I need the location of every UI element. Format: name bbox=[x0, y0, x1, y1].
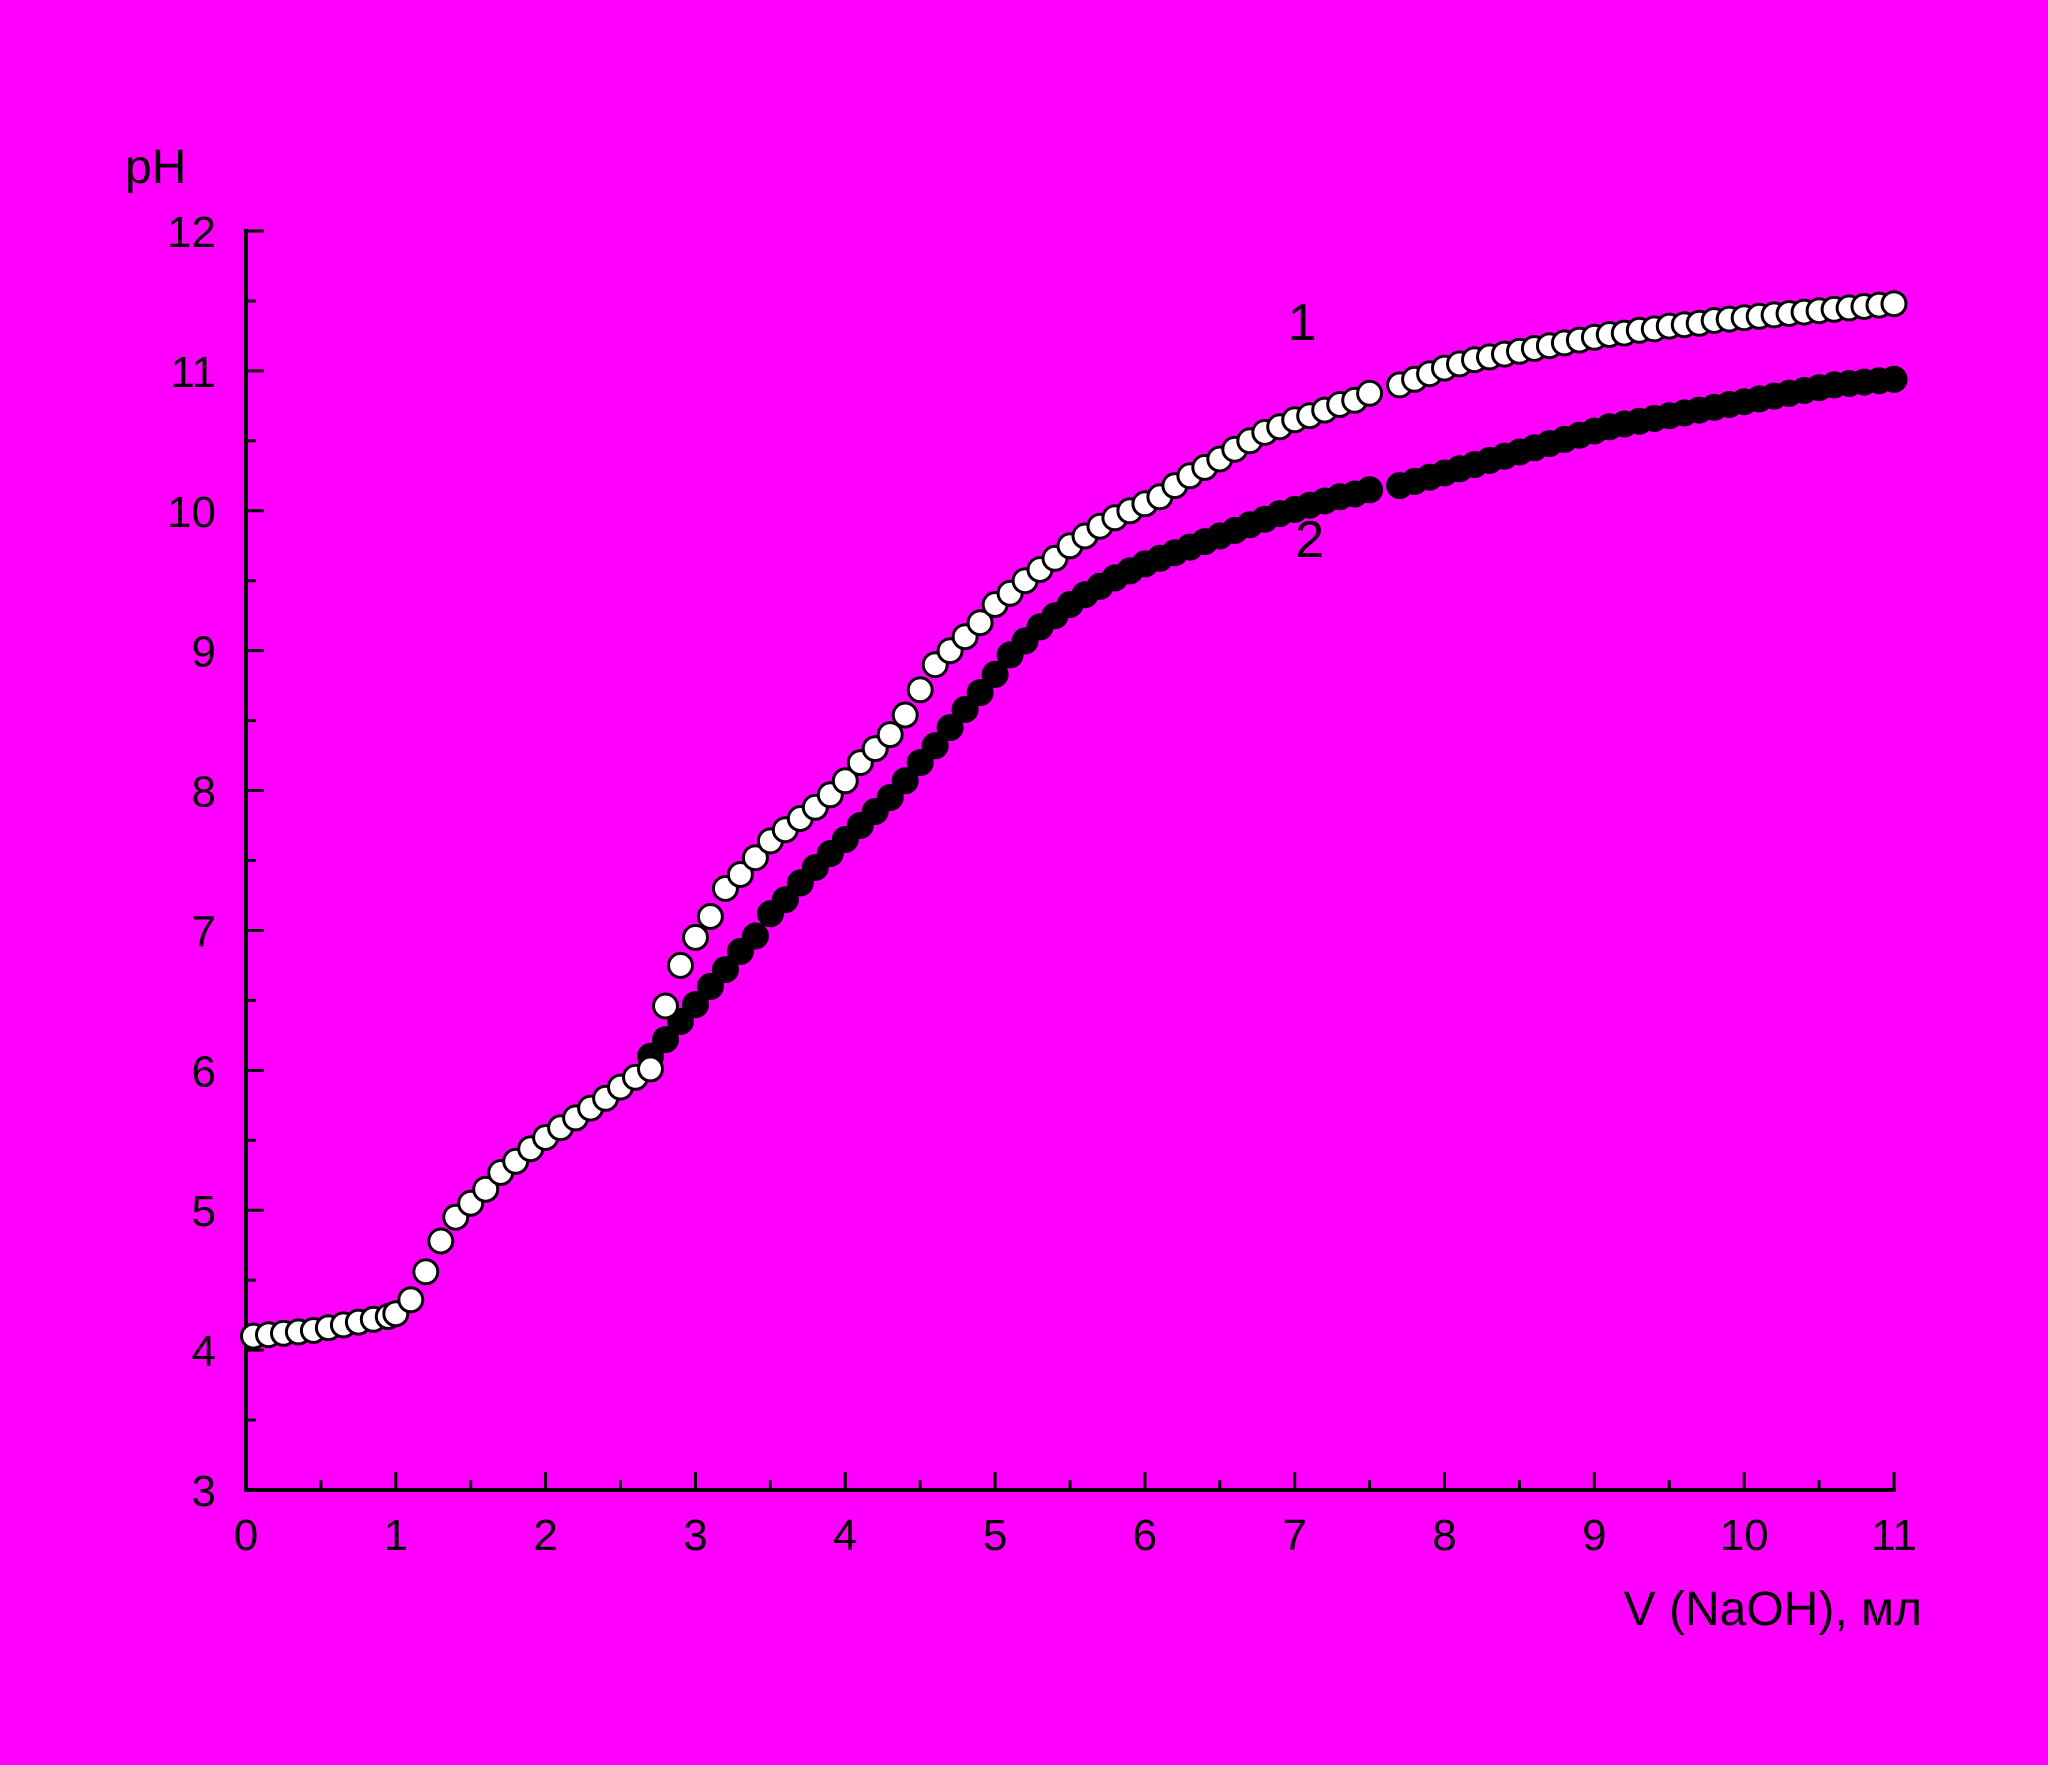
data-point bbox=[906, 749, 934, 777]
data-point bbox=[652, 992, 679, 1020]
data-point bbox=[1356, 379, 1384, 407]
data-point bbox=[741, 844, 769, 872]
data-point bbox=[876, 784, 904, 811]
y-tick-label: 12 bbox=[167, 208, 216, 257]
data-point bbox=[1880, 290, 1908, 318]
data-point bbox=[667, 951, 694, 979]
data-point bbox=[696, 903, 724, 930]
y-tick-label: 3 bbox=[192, 1467, 216, 1516]
data-point bbox=[936, 714, 964, 742]
curve-annotations: 12 bbox=[1288, 294, 1324, 569]
y-tick-label: 4 bbox=[192, 1327, 216, 1376]
y-tick-label: 7 bbox=[192, 907, 216, 956]
data-point bbox=[966, 679, 994, 707]
data-point bbox=[1356, 476, 1384, 504]
curve-label-2: 2 bbox=[1295, 511, 1324, 569]
x-tick-label: 5 bbox=[983, 1511, 1007, 1560]
curve-label-1: 1 bbox=[1288, 294, 1317, 352]
data-point bbox=[412, 1258, 440, 1286]
data-point bbox=[472, 1175, 500, 1203]
data-point bbox=[1880, 365, 1908, 393]
x-tick-label: 11 bbox=[1871, 1511, 1917, 1560]
data-point bbox=[652, 1026, 679, 1054]
x-tick-label: 3 bbox=[683, 1511, 707, 1560]
data-point bbox=[891, 767, 919, 795]
x-tick-label: 1 bbox=[384, 1511, 408, 1560]
x-tick-label: 7 bbox=[1282, 1511, 1306, 1560]
x-tick-label: 6 bbox=[1133, 1511, 1157, 1560]
data-point bbox=[637, 1055, 664, 1083]
data-point bbox=[876, 721, 904, 749]
data-point bbox=[682, 923, 709, 951]
data-point bbox=[741, 922, 769, 950]
x-tick-label: 9 bbox=[1582, 1511, 1606, 1560]
x-tick-label: 4 bbox=[833, 1511, 857, 1560]
data-point bbox=[966, 609, 994, 637]
data-point bbox=[726, 861, 754, 888]
data-series bbox=[240, 290, 1908, 1350]
data-point bbox=[682, 991, 709, 1019]
y-tick-label: 11 bbox=[170, 348, 216, 397]
y-axis-label: pH bbox=[125, 141, 186, 194]
x-axis-label: V (NaOH), мл bbox=[1624, 1583, 1922, 1636]
y-tick-label: 9 bbox=[192, 628, 216, 677]
data-point bbox=[427, 1227, 455, 1255]
x-tick-label: 2 bbox=[533, 1511, 557, 1560]
y-tick-label: 8 bbox=[192, 768, 216, 817]
data-point bbox=[696, 972, 724, 1000]
data-point bbox=[981, 660, 1009, 688]
data-point bbox=[906, 676, 934, 704]
x-tick-label: 0 bbox=[234, 1511, 258, 1560]
data-point bbox=[397, 1286, 425, 1314]
data-point bbox=[711, 956, 739, 984]
data-point bbox=[951, 695, 979, 723]
series-1 bbox=[240, 290, 1908, 1350]
data-point bbox=[921, 732, 949, 760]
y-tick-label: 6 bbox=[192, 1047, 216, 1096]
x-tick-label: 10 bbox=[1720, 1511, 1769, 1560]
y-tick-label: 5 bbox=[192, 1187, 216, 1236]
y-tick-label: 10 bbox=[167, 488, 216, 537]
data-point bbox=[771, 886, 799, 914]
data-point bbox=[891, 701, 919, 729]
series-2 bbox=[637, 365, 1908, 1070]
data-point bbox=[831, 767, 859, 795]
x-tick-label: 8 bbox=[1432, 1511, 1456, 1560]
